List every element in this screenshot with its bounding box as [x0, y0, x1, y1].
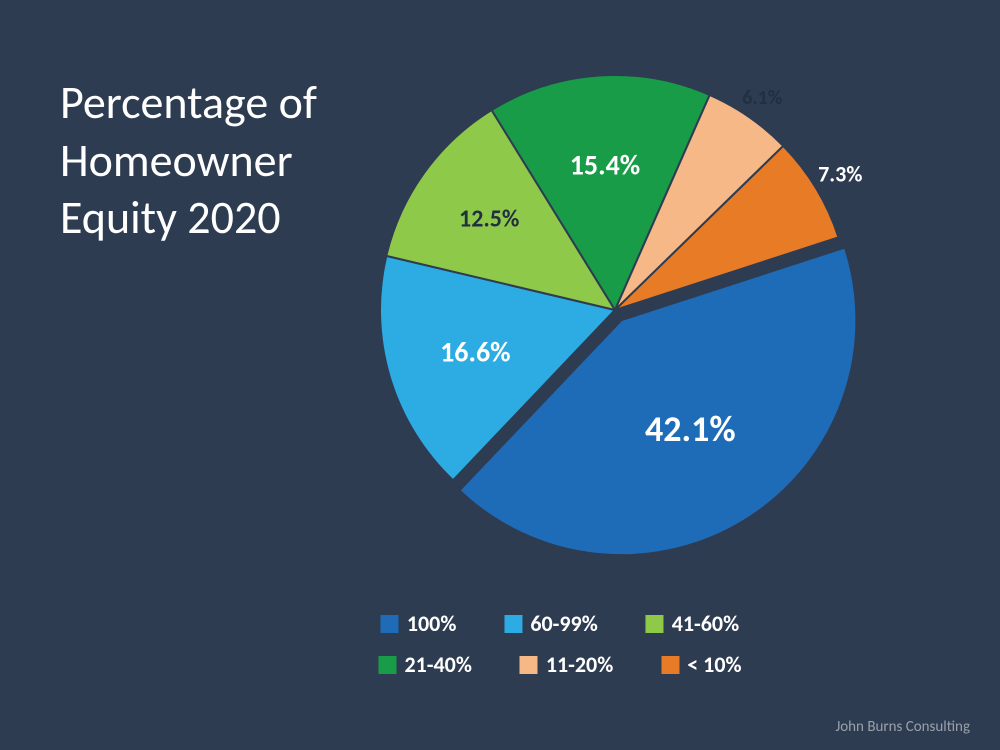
pie-slice-label: 12.5%: [459, 205, 519, 234]
legend-item: 100%: [381, 610, 457, 637]
pie-chart: 42.1% 16.6% 12.5% 15.4% 6.1% 7.3%: [318, 13, 912, 607]
legend-label: 11-20%: [546, 651, 613, 678]
legend-label: 41-60%: [672, 610, 739, 637]
legend-label: 21-40%: [404, 651, 471, 678]
legend-item: 11-20%: [520, 651, 613, 678]
legend-item: 41-60%: [646, 610, 739, 637]
legend-swatch: [504, 615, 522, 633]
legend-label: 60-99%: [530, 610, 597, 637]
legend-label: 100%: [407, 610, 457, 637]
legend: 100% 60-99% 41-60% 21-40% 11-20% < 10%: [378, 610, 741, 678]
legend-row: 21-40% 11-20% < 10%: [378, 651, 741, 678]
legend-row: 100% 60-99% 41-60%: [381, 610, 739, 637]
legend-swatch: [378, 656, 396, 674]
pie-slice-label: 42.1%: [645, 407, 736, 451]
legend-swatch: [520, 656, 538, 674]
legend-label: < 10%: [687, 651, 741, 678]
legend-swatch: [661, 656, 679, 674]
legend-item: 60-99%: [504, 610, 597, 637]
pie-slice-label: 15.4%: [570, 147, 640, 182]
chart-title: Percentage of Homeowner Equity 2020: [60, 75, 317, 248]
legend-item: 21-40%: [378, 651, 471, 678]
legend-swatch: [381, 615, 399, 633]
pie-svg: [318, 13, 912, 607]
chart-canvas: Percentage of Homeowner Equity 2020 42.1…: [0, 0, 1000, 750]
legend-item: < 10%: [661, 651, 741, 678]
legend-swatch: [646, 615, 664, 633]
pie-slice-label: 16.6%: [440, 334, 510, 369]
attribution: John Burns Consulting: [835, 718, 970, 736]
pie-slice-label: 7.3%: [818, 160, 862, 187]
pie-slice-label: 6.1%: [742, 86, 782, 110]
